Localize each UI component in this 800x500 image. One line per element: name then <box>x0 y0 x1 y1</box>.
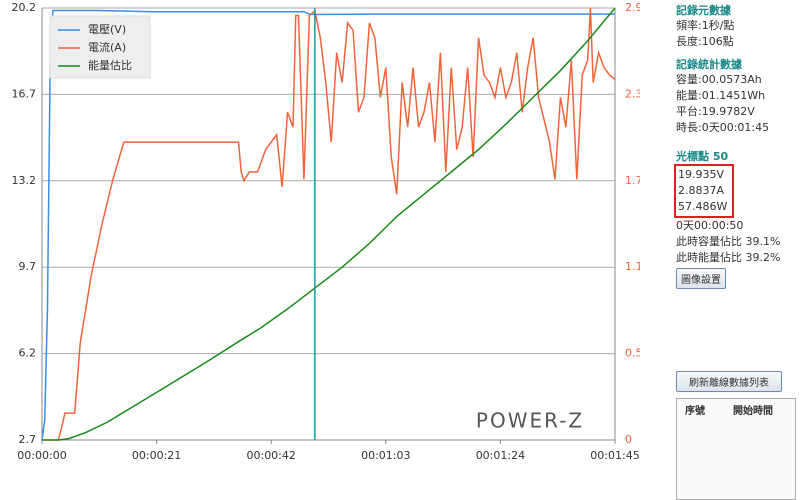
side-panel: 記錄元數據 頻率:1秒/點 長度:106點 記錄統計數據 容量:00.0573Ah… <box>674 0 800 500</box>
stats-line: 時長:0天00:01:45 <box>676 121 770 134</box>
cursor-value: 19.935V <box>678 168 725 181</box>
x-tick-label: 00:01:03 <box>361 449 410 462</box>
x-tick-label: 00:00:21 <box>132 449 181 462</box>
cursor-line: 0天00:00:50 <box>676 219 744 232</box>
chart: 2.7 6.2 9.7 13.2 16.7 20.2 0 0.58 1.16 1.74 2.32 2.… <box>12 1 641 462</box>
cursor-values: 19.935V 2.8837A 57.486W <box>674 164 734 218</box>
meta-line: 長度:106點 <box>676 35 734 48</box>
series-line <box>42 7 616 441</box>
y-tick-label: 9.7 <box>19 260 37 273</box>
stats-line: 能量:01.1451Wh <box>676 89 766 102</box>
meta-line: 頻率:1秒/點 <box>676 19 735 32</box>
section-title: 記錄統計數據 <box>676 58 742 71</box>
table-header: 開始時間 <box>733 406 773 417</box>
table-header: 序號 <box>685 406 705 417</box>
x-tick-label: 00:01:45 <box>590 449 639 462</box>
cursor-line: 此時能量佔比 39.2% <box>676 251 781 264</box>
x-tick-label: 00:00:00 <box>17 449 66 462</box>
x-tick-label: 00:01:24 <box>476 449 525 462</box>
y2-tick-label: 0 <box>625 433 632 446</box>
y-tick-label: 2.7 <box>19 433 37 446</box>
refresh-button[interactable]: 刷新離線數據列表 <box>676 371 782 392</box>
y2-tick-label: 2.9 <box>625 1 640 14</box>
page: 2.7 6.2 9.7 13.2 16.7 20.2 0 0.58 1.16 1.74 2.32 2.… <box>11 1 796 500</box>
y-tick-label: 13.2 <box>12 174 37 187</box>
stats-line: 平台:19.9782V <box>676 105 755 118</box>
cursor-line: 此時容量佔比 39.1% <box>676 235 781 248</box>
y2-tick-label: 0.58 <box>625 347 640 360</box>
y-tick-label: 6.2 <box>19 347 37 360</box>
section-title: 記錄元數據 <box>676 4 731 17</box>
section-title: 光標點 50 <box>676 150 729 163</box>
legend-label: 能量估比 <box>88 58 132 72</box>
y-tick-label: 16.7 <box>12 87 37 100</box>
series-line <box>41 9 615 441</box>
cursor-value: 2.8837A <box>678 184 725 197</box>
stats-line: 容量:00.0573Ah <box>676 73 762 86</box>
x-tick-label: 00:00:42 <box>246 449 295 462</box>
series-line <box>42 7 616 441</box>
settings-button[interactable]: 圖像設置 <box>676 268 726 289</box>
y2-tick-label: 1.74 <box>625 174 640 187</box>
y-tick-label: 20.2 <box>12 1 37 14</box>
watermark: POWER-Z <box>476 409 584 433</box>
cursor-value: 57.486W <box>678 200 728 213</box>
legend-box <box>49 15 151 79</box>
legend-label: 電壓(V) <box>88 23 126 36</box>
offline-table: 序號 開始時間 <box>676 398 796 500</box>
y2-tick-label: 1.16 <box>625 260 640 273</box>
y2-tick-label: 2.32 <box>625 87 640 100</box>
legend-label: 電流(A) <box>88 40 126 54</box>
